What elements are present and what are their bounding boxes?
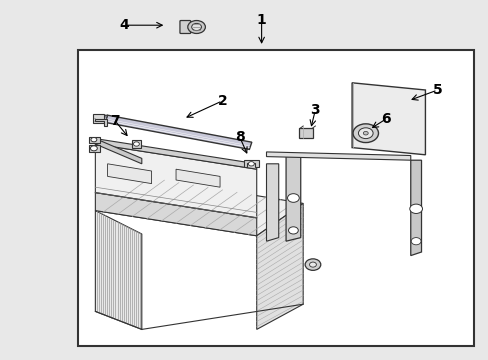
Polygon shape [105, 115, 251, 149]
Circle shape [358, 128, 372, 139]
Circle shape [352, 124, 378, 143]
Circle shape [248, 162, 254, 166]
Polygon shape [410, 160, 421, 256]
Polygon shape [132, 140, 141, 148]
FancyBboxPatch shape [180, 21, 190, 33]
Polygon shape [95, 139, 256, 169]
Polygon shape [95, 139, 142, 164]
Circle shape [410, 238, 420, 245]
Polygon shape [256, 203, 303, 329]
Text: 3: 3 [310, 103, 320, 117]
Circle shape [363, 131, 367, 135]
Polygon shape [95, 211, 142, 329]
Bar [78, 50, 473, 346]
Circle shape [191, 23, 201, 31]
Text: 8: 8 [234, 130, 244, 144]
FancyBboxPatch shape [93, 114, 104, 123]
Text: 6: 6 [381, 112, 390, 126]
Text: 1: 1 [256, 13, 266, 27]
Polygon shape [351, 83, 425, 155]
Polygon shape [95, 176, 303, 236]
Polygon shape [243, 160, 259, 167]
Polygon shape [266, 164, 278, 241]
Circle shape [187, 21, 205, 33]
Text: 5: 5 [432, 83, 442, 97]
Text: 2: 2 [217, 94, 227, 108]
Text: 4: 4 [120, 18, 129, 32]
Circle shape [305, 259, 320, 270]
Polygon shape [176, 169, 220, 187]
Polygon shape [95, 144, 256, 218]
Circle shape [287, 194, 299, 202]
Circle shape [90, 146, 97, 151]
Polygon shape [285, 157, 300, 241]
FancyBboxPatch shape [298, 128, 312, 138]
Polygon shape [89, 137, 100, 143]
Polygon shape [102, 115, 107, 122]
Text: 7: 7 [110, 114, 120, 127]
Polygon shape [89, 145, 100, 152]
Polygon shape [95, 193, 256, 236]
Circle shape [288, 227, 298, 234]
Circle shape [133, 142, 139, 146]
Polygon shape [107, 164, 151, 184]
Polygon shape [266, 152, 410, 160]
Polygon shape [95, 119, 106, 126]
Circle shape [309, 262, 316, 267]
Circle shape [91, 138, 97, 142]
Circle shape [409, 204, 422, 213]
